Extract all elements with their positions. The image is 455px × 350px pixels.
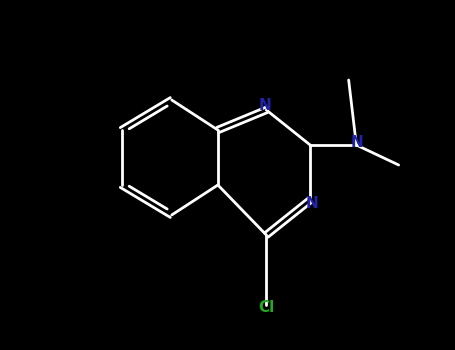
Text: N: N [258, 98, 271, 113]
Text: N: N [306, 196, 318, 211]
Text: Cl: Cl [258, 300, 274, 315]
Text: N: N [351, 135, 364, 150]
